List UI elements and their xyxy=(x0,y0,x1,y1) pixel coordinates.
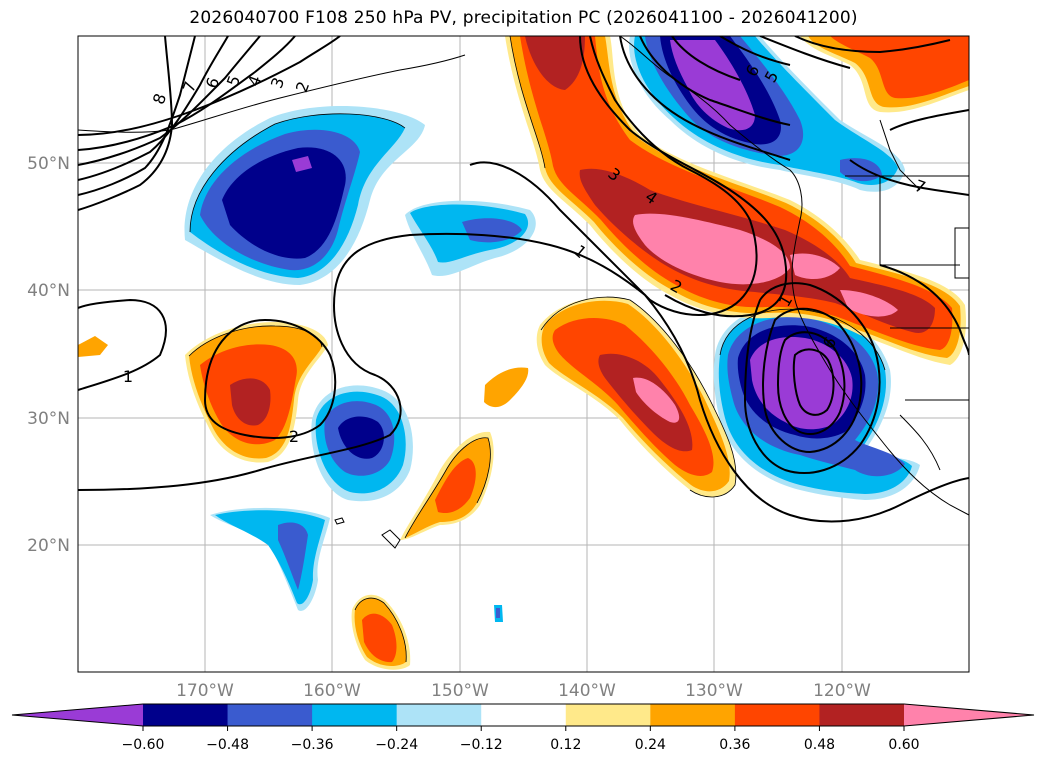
lat-tick-label: 40°N xyxy=(27,281,70,301)
colorbar-tick-label: 0.60 xyxy=(888,737,919,753)
colorbar-tick-label: 0.24 xyxy=(635,737,666,753)
latitude-labels: 50°N 40°N 30°N 20°N xyxy=(27,154,70,556)
pv-contours xyxy=(78,36,969,523)
colorbar-segment xyxy=(650,704,736,726)
plot-frame xyxy=(77,35,970,673)
map-title: 2026040700 F108 250 hPa PV, precipitatio… xyxy=(189,8,858,28)
colorbar-tick-label: 0.12 xyxy=(550,737,581,753)
lon-tick-label: 160°W xyxy=(303,681,361,701)
colorbar-segment xyxy=(481,704,567,726)
lon-tick-label: 150°W xyxy=(431,681,489,701)
lat-tick-label: 20°N xyxy=(27,536,70,556)
colorbar-segment xyxy=(143,704,229,726)
colorbar-segment xyxy=(565,704,651,726)
colorbar-tick-label: −0.24 xyxy=(375,737,418,753)
colorbar-tick-label: 0.48 xyxy=(804,737,835,753)
colorbar-extend-max xyxy=(904,704,1034,726)
longitude-labels: 170°W 160°W 150°W 140°W 130°W 120°W xyxy=(176,681,871,701)
lat-tick-label: 30°N xyxy=(27,409,70,429)
lon-tick-label: 140°W xyxy=(558,681,616,701)
contour-label: 1 xyxy=(123,367,133,386)
lon-tick-label: 170°W xyxy=(176,681,234,701)
coastlines xyxy=(78,36,969,549)
map-layers xyxy=(78,36,969,672)
colorbar-tick-label: −0.48 xyxy=(206,737,249,753)
colorbar: −0.60 −0.48 −0.36 −0.24 −0.12 0.12 0.24 0.36 0.4… xyxy=(11,703,1035,753)
colorbar-segment xyxy=(227,704,313,726)
contour-label: 2 xyxy=(289,427,299,446)
lat-tick-label: 50°N xyxy=(27,154,70,174)
colorbar-segment xyxy=(734,704,820,726)
colorbar-tick-label: −0.12 xyxy=(460,737,503,753)
colorbar-segment xyxy=(312,704,398,726)
colorbar-tick-label: −0.36 xyxy=(291,737,334,753)
lon-tick-label: 130°W xyxy=(685,681,743,701)
negative-shading xyxy=(184,36,920,622)
colorbar-extend-min xyxy=(12,704,143,726)
colorbar-tick-label: −0.60 xyxy=(122,737,165,753)
colorbar-segment xyxy=(396,704,482,726)
colorbar-tick-label: 0.36 xyxy=(719,737,750,753)
anomaly-outlines xyxy=(188,36,886,663)
colorbar-segment xyxy=(819,704,905,726)
lon-tick-label: 120°W xyxy=(813,681,871,701)
